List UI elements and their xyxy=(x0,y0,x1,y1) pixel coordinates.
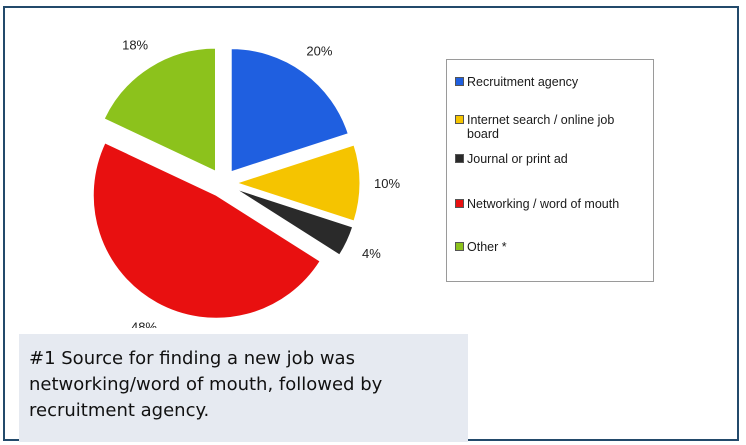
pie-chart: 20% 10% 4% 48% 18% xyxy=(92,38,400,328)
legend-label: Networking / word of mouth xyxy=(467,197,620,211)
chart-legend: Recruitment agency Internet search / onl… xyxy=(446,59,654,282)
data-label-networking: 48% xyxy=(131,320,157,328)
chart-frame: 20% 10% 4% 48% 18% Recruitment agency Intern… xyxy=(3,6,739,442)
legend-item-journal-print-ad: Journal or print ad xyxy=(455,152,651,166)
pie-slice-networking xyxy=(92,142,321,319)
summary-note: #1 Source for finding a new job was netw… xyxy=(19,334,468,442)
legend-swatch xyxy=(455,242,464,251)
legend-label: Journal or print ad xyxy=(467,152,568,166)
legend-item-internet-search: Internet search / online job board xyxy=(455,113,651,141)
data-label-other: 18% xyxy=(122,38,148,53)
legend-label: Internet search / online job board xyxy=(467,113,615,141)
legend-swatch xyxy=(455,115,464,124)
legend-label: Other * xyxy=(467,240,507,254)
pie-slice-journal-print-ad xyxy=(235,188,354,256)
legend-item-networking: Networking / word of mouth xyxy=(455,197,651,211)
pie-slice-internet-search xyxy=(235,144,361,222)
legend-item-recruitment-agency: Recruitment agency xyxy=(455,75,651,89)
data-label-recruitment-agency: 20% xyxy=(306,43,332,58)
pie-slice-other xyxy=(103,47,216,172)
data-label-internet-search: 10% xyxy=(374,176,400,191)
pie-slice-recruitment-agency xyxy=(230,48,349,173)
legend-swatch xyxy=(455,199,464,208)
legend-swatch xyxy=(455,154,464,163)
legend-swatch xyxy=(455,77,464,86)
data-label-journal-print-ad: 4% xyxy=(362,246,381,261)
legend-item-other: Other * xyxy=(455,240,651,254)
legend-label: Recruitment agency xyxy=(467,75,579,89)
